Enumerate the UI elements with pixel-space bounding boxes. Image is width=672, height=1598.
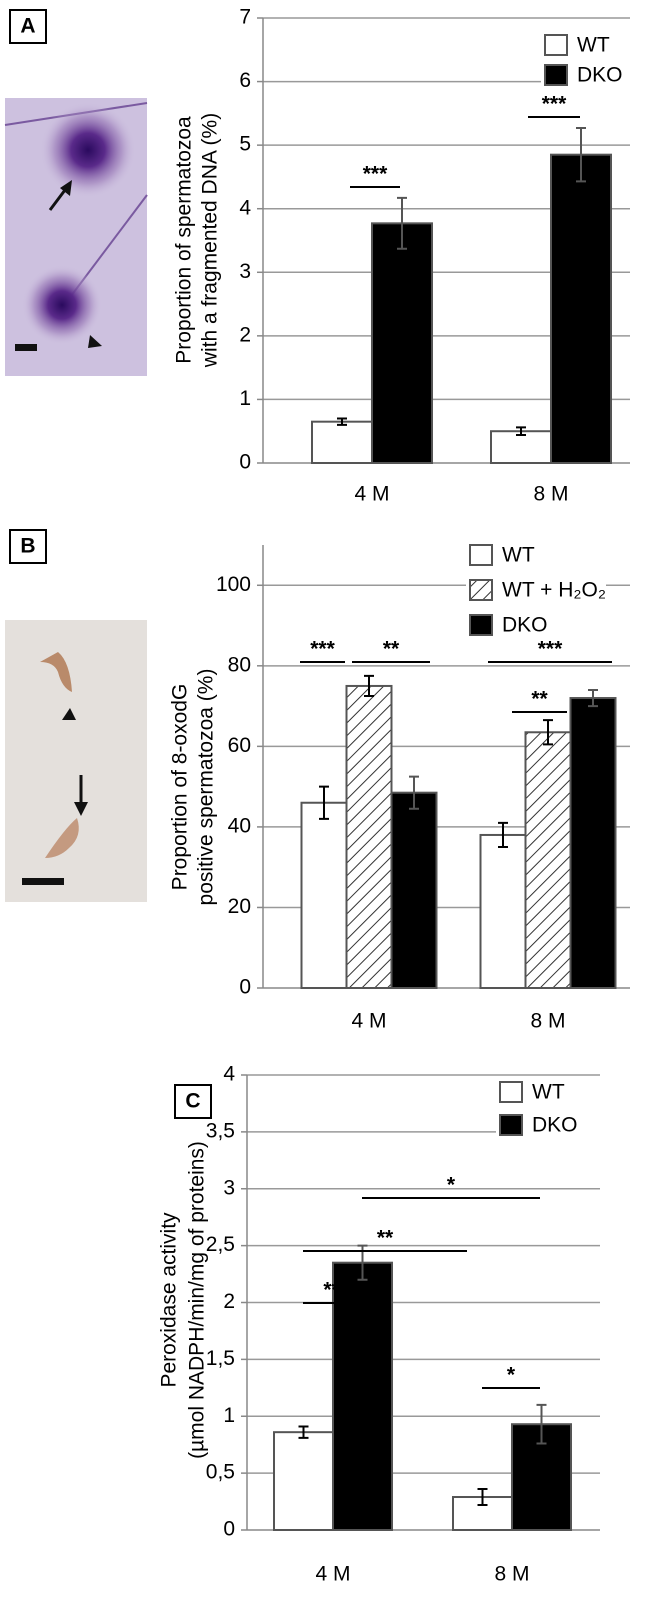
significance-label: *** [310, 638, 335, 661]
error-bar [409, 775, 419, 810]
y-axis-label: Proportion of spermatozoa [173, 116, 196, 364]
x-tick-label: 8 M [494, 1563, 529, 1586]
error-bar [319, 785, 329, 820]
bar [569, 697, 617, 989]
significance-label: *** [538, 638, 563, 661]
y-tick-label: 6 [239, 69, 251, 92]
charts: A 0 1 2 3 4 5 6 7 Proportion of spermatozoa with a… [9, 6, 672, 1586]
bar [511, 1423, 572, 1532]
y-axis-label: positive spermatozoa (%) [195, 669, 218, 906]
legend-label: DKO [577, 64, 623, 87]
y-tick-label: 100 [216, 573, 251, 596]
bar [524, 731, 572, 989]
y-tick-label: 1 [239, 387, 251, 410]
legend-label: DKO [502, 614, 548, 637]
legend-label: WT [577, 34, 610, 57]
legend-swatch [544, 34, 568, 56]
legend-swatch [499, 1081, 523, 1103]
panel-label: A [20, 15, 35, 38]
y-tick-label: 4 [223, 1063, 235, 1086]
legend-swatch [469, 614, 493, 636]
y-tick-label: 5 [239, 133, 251, 156]
error-bar [337, 417, 347, 426]
x-tick-label: 8 M [533, 483, 568, 506]
y-tick-label: 2,5 [206, 1233, 235, 1256]
bar [550, 153, 612, 465]
legend-label: WT [532, 1081, 565, 1104]
y-axis-label: Peroxidase activity [158, 1212, 181, 1388]
bar [371, 222, 433, 464]
panel-box [9, 529, 47, 564]
error-bar [543, 719, 553, 746]
bar [300, 801, 348, 990]
error-bar [516, 426, 526, 437]
significance-label: * [507, 1364, 516, 1387]
significance-label: ** [531, 688, 548, 711]
micrograph-a [4, 98, 148, 376]
legend-swatch [469, 579, 493, 601]
significance-label: ** [383, 638, 400, 661]
y-tick-label: 2 [223, 1290, 235, 1313]
x-tick-label: 4 M [315, 1563, 350, 1586]
bar [345, 684, 393, 989]
y-tick-label: 2 [239, 323, 251, 346]
y-tick-label: 0 [223, 1518, 235, 1541]
error-bar [397, 196, 407, 250]
x-tick-label: 8 M [530, 1010, 565, 1033]
y-tick-label: 0 [239, 451, 251, 474]
panel-label: B [20, 535, 35, 558]
significance-label: * [447, 1174, 456, 1197]
error-bar [364, 674, 374, 698]
y-axis-label: with a fragmented DNA (%) [199, 113, 222, 368]
bar [273, 1431, 334, 1532]
y-tick-label: 3 [223, 1176, 235, 1199]
panel-box [174, 1084, 212, 1119]
y-tick-label: 60 [228, 734, 251, 757]
significance-label: *** [542, 93, 567, 116]
error-bar [498, 821, 508, 849]
bar [479, 833, 527, 989]
x-tick-label: 4 M [351, 1010, 386, 1033]
y-axis-label: (µmol NADPH/min/mg of proteins) [186, 1141, 209, 1459]
error-bar [576, 126, 586, 183]
y-tick-label: 4 [239, 196, 251, 219]
y-tick-label: 20 [228, 895, 251, 918]
panel-box [9, 9, 47, 44]
y-tick-label: 40 [228, 814, 251, 837]
y-axis-label: Proportion of 8-oxodG [169, 684, 192, 891]
y-tick-label: 3,5 [206, 1119, 235, 1142]
bar [311, 420, 373, 464]
panel-label: C [185, 1090, 200, 1113]
y-tick-label: 3 [239, 260, 251, 283]
error-bar [588, 688, 598, 708]
error-bar [536, 1403, 547, 1445]
significance-label: *** [363, 163, 388, 186]
y-tick-label: 1,5 [206, 1347, 235, 1370]
legend-label: DKO [532, 1114, 578, 1137]
y-tick-label: 1 [223, 1404, 235, 1427]
significance-label: ** [377, 1227, 394, 1250]
y-tick-label: 80 [228, 653, 251, 676]
bar [390, 791, 438, 989]
micrograph-b [5, 620, 147, 902]
error-bar [298, 1425, 309, 1439]
y-tick-label: 7 [239, 6, 251, 29]
legend-swatch [469, 544, 493, 566]
y-tick-label: 0 [239, 976, 251, 999]
significance-label: ** [323, 1279, 340, 1302]
error-bar [477, 1488, 488, 1506]
legend-label: WT [502, 544, 535, 567]
legend-swatch [544, 64, 568, 86]
y-tick-label: 0,5 [206, 1461, 235, 1484]
bar [332, 1261, 393, 1531]
legend-label: WT + H₂O₂ [502, 579, 606, 602]
legend-swatch [499, 1114, 523, 1136]
x-tick-label: 4 M [354, 483, 389, 506]
